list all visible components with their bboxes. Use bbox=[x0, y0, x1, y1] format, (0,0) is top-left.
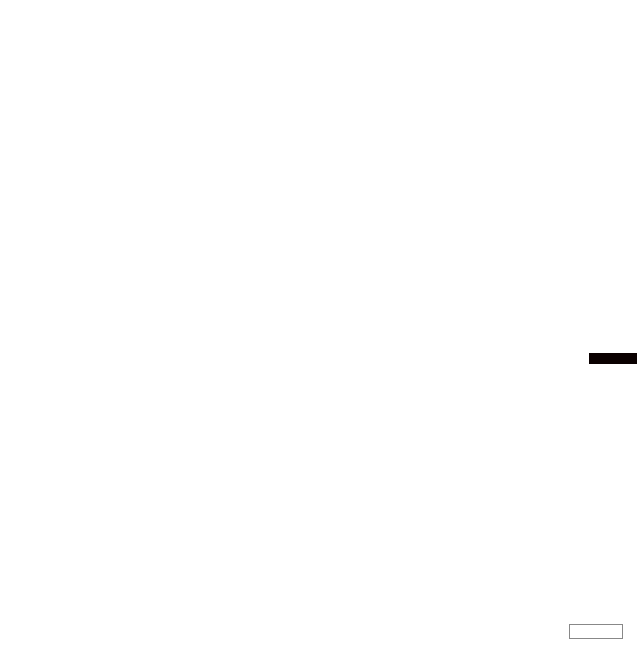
volume-multiplier-note bbox=[569, 624, 623, 639]
last-price-badge bbox=[589, 353, 637, 364]
